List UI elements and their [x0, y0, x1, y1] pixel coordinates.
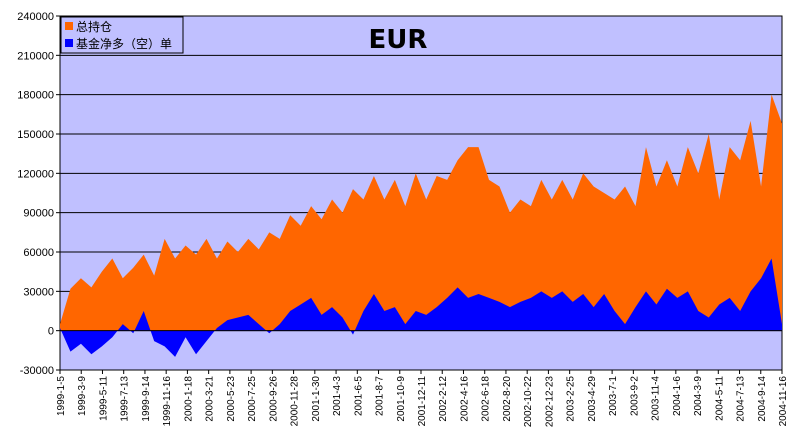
x-tick-label: 2003-4-29 [587, 376, 598, 422]
x-tick-label: 2003-7-1 [608, 376, 619, 416]
legend-swatch-total-open-interest [65, 22, 73, 30]
legend-box [60, 16, 184, 54]
x-tick-label: 2004-9-14 [757, 376, 768, 422]
x-tick-label: 2004-7-13 [736, 376, 747, 422]
x-tick-label: 1999-11-16 [162, 376, 173, 427]
x-tick-label: 2000-9-26 [268, 376, 279, 422]
chart-title: EUR [369, 25, 428, 55]
x-tick-label: 1999-1-5 [56, 376, 67, 416]
x-tick-label: 2000-5-23 [226, 376, 237, 422]
legend-label-fund-net-position: 基金净多（空）单 [76, 36, 172, 51]
x-tick-label: 1999-5-11 [98, 376, 109, 421]
x-tick-label: 2002-6-18 [481, 376, 492, 422]
x-tick-label: 2001-6-5 [353, 376, 364, 416]
x-tick-label: 1999-7-13 [120, 376, 131, 422]
y-tick-label: 150000 [17, 129, 54, 141]
x-tick-label: 2001-10-9 [396, 376, 407, 422]
y-tick-label: 0 [48, 326, 54, 338]
y-tick-label: -30000 [20, 365, 54, 377]
x-tick-label: 2003-11-4 [651, 376, 662, 421]
x-tick-label: 2000-11-28 [290, 376, 301, 427]
x-tick-label: 2001-4-3 [332, 376, 343, 416]
legend: 总持仓 基金净多（空）单 [60, 16, 184, 54]
y-tick-label: 90000 [23, 208, 54, 220]
y-tick-label: 120000 [17, 168, 54, 180]
x-tick-label: 1999-9-14 [141, 376, 152, 422]
x-axis: 1999-1-5 1999-3-9 1999-5-11 1999-7-13 1999-9… [56, 370, 789, 427]
x-tick-label: 2001-1-30 [311, 376, 322, 422]
legend-label-total-open-interest: 总持仓 [76, 19, 112, 34]
x-tick-label: 1999-3-9 [77, 376, 88, 416]
y-tick-label: 180000 [17, 90, 54, 102]
y-axis: -30000 0 30000 60000 90000 120000 150000 180000… [17, 11, 60, 377]
x-tick-label: 2003-2-25 [566, 376, 577, 422]
area-series-fund-net-position [60, 258, 782, 357]
x-tick-label: 2004-3-9 [693, 376, 704, 416]
y-tick-label: 60000 [23, 247, 54, 259]
area-series-total-open-interest [60, 94, 782, 331]
x-tick-label: 2000-1-18 [183, 376, 194, 422]
y-tick-label: 240000 [17, 11, 54, 23]
y-tick-label: 30000 [23, 286, 54, 298]
series-areas [60, 94, 782, 357]
x-tick-label: 2004-1-6 [672, 376, 683, 416]
x-tick-label: 2003-9-2 [629, 376, 640, 416]
x-tick-label: 2000-7-25 [247, 376, 258, 422]
x-tick-label: 2004-11-16 [778, 376, 789, 427]
y-tick-label: 210000 [17, 50, 54, 62]
x-tick-label: 2002-4-16 [459, 376, 470, 422]
x-tick-label: 2002-8-20 [502, 376, 513, 422]
x-tick-label: 2001-8-7 [375, 376, 386, 416]
x-tick-label: 2002-2-12 [438, 376, 449, 422]
x-tick-label: 2001-12-11 [417, 376, 428, 427]
x-tick-label: 2000-3-21 [205, 376, 216, 422]
x-tick-label: 2002-10-22 [523, 376, 534, 428]
legend-swatch-fund-net-position [65, 39, 73, 47]
x-tick-label: 2002-12-23 [544, 376, 555, 428]
x-tick-label: 2004-5-11 [714, 376, 725, 421]
